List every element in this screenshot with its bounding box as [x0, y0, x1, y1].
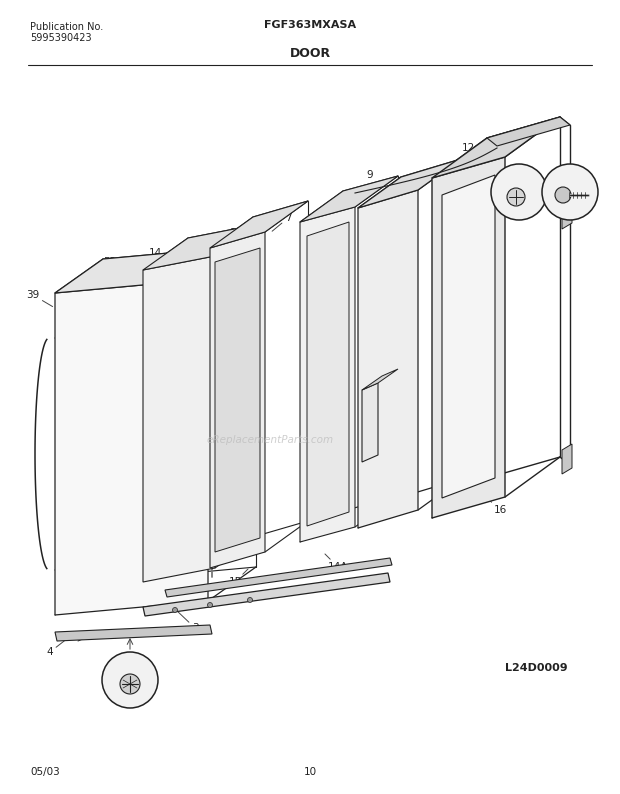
Text: 5995390423: 5995390423	[30, 33, 92, 43]
Text: eReplacementParts.com: eReplacementParts.com	[206, 435, 334, 445]
Polygon shape	[300, 207, 355, 542]
Polygon shape	[143, 224, 260, 270]
Polygon shape	[362, 383, 378, 462]
Circle shape	[208, 603, 213, 607]
Circle shape	[120, 674, 140, 694]
Text: 60B: 60B	[114, 661, 134, 670]
Circle shape	[102, 652, 158, 708]
Text: FGF363MXASA: FGF363MXASA	[264, 20, 356, 30]
Text: 14A: 14A	[325, 554, 348, 572]
Circle shape	[172, 607, 177, 612]
Circle shape	[542, 164, 598, 220]
Polygon shape	[358, 159, 461, 208]
Polygon shape	[307, 222, 349, 526]
Polygon shape	[55, 245, 256, 293]
Text: 10: 10	[558, 174, 570, 183]
Polygon shape	[562, 199, 572, 229]
Text: 15: 15	[228, 569, 248, 587]
Polygon shape	[432, 117, 560, 178]
Text: 05/03: 05/03	[30, 767, 60, 777]
Polygon shape	[362, 369, 398, 390]
Text: 15: 15	[176, 380, 198, 398]
Polygon shape	[55, 625, 212, 641]
Text: 3: 3	[177, 611, 198, 633]
Polygon shape	[165, 558, 392, 597]
Polygon shape	[210, 232, 265, 568]
Text: DOOR: DOOR	[290, 47, 330, 60]
Text: 39: 39	[27, 290, 53, 306]
Polygon shape	[300, 176, 398, 222]
Polygon shape	[143, 573, 390, 616]
Text: Publication No.: Publication No.	[30, 22, 104, 32]
Text: 4: 4	[46, 640, 66, 657]
Circle shape	[247, 598, 252, 603]
Text: 16: 16	[489, 500, 507, 515]
Text: 7: 7	[272, 213, 291, 231]
Polygon shape	[55, 279, 208, 615]
Text: 52: 52	[104, 257, 141, 280]
Text: 12: 12	[461, 143, 475, 160]
Text: 10: 10	[303, 767, 317, 777]
Polygon shape	[432, 157, 505, 518]
Polygon shape	[358, 190, 418, 528]
Polygon shape	[215, 248, 260, 552]
Text: 6: 6	[217, 228, 236, 248]
Polygon shape	[562, 444, 572, 474]
Text: 8: 8	[482, 461, 503, 475]
Circle shape	[507, 188, 525, 206]
Circle shape	[555, 187, 571, 203]
Text: 9: 9	[366, 170, 379, 191]
Text: 14: 14	[148, 248, 175, 268]
Text: 10B: 10B	[502, 175, 521, 184]
Polygon shape	[210, 201, 308, 248]
Polygon shape	[143, 256, 215, 582]
Text: L24D0009: L24D0009	[505, 663, 568, 673]
Polygon shape	[442, 175, 495, 498]
Polygon shape	[487, 117, 570, 146]
Text: 17: 17	[382, 200, 402, 218]
Circle shape	[491, 164, 547, 220]
Text: 5: 5	[372, 430, 391, 447]
